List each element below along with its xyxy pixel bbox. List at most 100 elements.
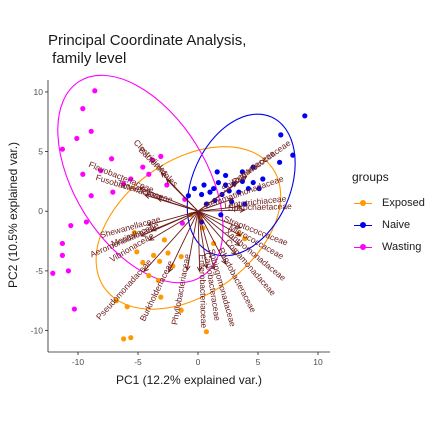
point-naive (302, 113, 308, 119)
loading-arrowhead (146, 221, 153, 227)
point-naive (201, 182, 207, 188)
y-tick-label: -10 (31, 326, 44, 336)
loading-arrow (197, 211, 226, 265)
point-wasting (80, 106, 86, 112)
point-wasting (88, 128, 94, 134)
loading-arrowhead (160, 171, 167, 178)
point-naive (215, 179, 221, 186)
point-exposed (151, 252, 157, 258)
loading-arrow (160, 172, 199, 212)
point-exposed (124, 304, 130, 310)
point-naive (207, 189, 213, 195)
loading-arrows-layer (138, 171, 248, 273)
point-wasting (83, 219, 89, 225)
y-tick-label: 5 (38, 147, 43, 157)
point-wasting (80, 171, 86, 177)
y-tick-label: -5 (35, 266, 43, 276)
loading-arrow (197, 209, 245, 212)
point-wasting (146, 171, 152, 177)
point-naive (236, 189, 242, 195)
legend-key-exposed (352, 197, 374, 209)
loading-arrowhead (203, 263, 209, 270)
legend-item-exposed: Exposed (352, 192, 425, 214)
points-layer (50, 88, 308, 342)
chart-title: Principal Coordinate Analysis, family le… (48, 32, 247, 67)
point-exposed (140, 259, 146, 266)
point-exposed (211, 240, 217, 247)
loading-arrowhead (241, 175, 248, 181)
legend-item-wasting: Wasting (352, 236, 425, 258)
loading-arrowhead (138, 186, 145, 192)
loading-arrowhead (235, 231, 242, 237)
point-wasting (128, 176, 134, 182)
point-wasting (182, 196, 188, 202)
loading-arrowhead (235, 223, 242, 229)
legend-label-naive: Naive (382, 219, 411, 231)
loading-arrow (197, 205, 242, 212)
x-tick-label: 10 (313, 357, 323, 367)
point-naive (260, 176, 266, 182)
loading-arrow (197, 211, 208, 269)
y-tick-label: 10 (34, 87, 44, 97)
loading-arrowhead (140, 231, 147, 237)
point-wasting (74, 135, 80, 142)
loading-arrowhead (228, 197, 235, 203)
loading-arrow (141, 210, 199, 237)
point-naive (218, 212, 224, 218)
point-naive (203, 201, 209, 207)
point-exposed (155, 277, 161, 284)
loading-arrow (186, 211, 199, 271)
point-wasting (109, 156, 115, 162)
loading-arrowhead (234, 240, 241, 247)
point-wasting (121, 181, 127, 187)
point-naive (256, 185, 262, 192)
point-naive (250, 164, 256, 170)
loading-arrow (197, 211, 215, 270)
point-naive (229, 199, 235, 205)
legend-item-naive: Naive (352, 214, 425, 236)
point-naive (223, 182, 229, 188)
point-exposed (203, 329, 209, 335)
point-wasting (110, 189, 116, 195)
point-wasting (59, 146, 65, 152)
point-exposed (157, 258, 163, 264)
loading-arrow (197, 198, 234, 212)
loading-arrowhead (148, 235, 155, 241)
ellipse-wasting (57, 74, 224, 284)
axes-layer: -10 -5 0 5 10 -10 -5 0 5 10 (31, 80, 330, 367)
point-naive (245, 185, 251, 192)
x-tick-label: -5 (134, 357, 142, 367)
legend-key-naive (352, 219, 374, 231)
loading-arrow (147, 210, 199, 226)
point-exposed (128, 335, 134, 341)
loading-arrowhead (168, 266, 174, 273)
point-exposed (161, 237, 167, 243)
loading-arrowhead (185, 265, 191, 272)
point-naive (290, 152, 296, 158)
point-exposed (131, 230, 137, 236)
legend-title: groups (352, 170, 389, 184)
point-naive (211, 185, 217, 192)
point-naive (214, 169, 220, 175)
point-exposed (178, 307, 184, 313)
point-naive (223, 172, 229, 179)
point-wasting (179, 220, 185, 226)
point-wasting (68, 222, 74, 229)
point-exposed (178, 253, 184, 260)
point-naive (185, 193, 191, 199)
loading-arrowhead (150, 226, 157, 232)
loading-arrow (139, 187, 199, 212)
point-naive (278, 132, 284, 138)
loading-arrowhead (165, 178, 172, 185)
y-tick-label: 0 (38, 206, 43, 216)
loading-labels-layer: BacteroidalesClostridialesFlavobacteriac… (87, 137, 292, 328)
loading-arrow (197, 210, 241, 237)
loading-arrowhead (231, 249, 237, 256)
point-exposed (158, 294, 164, 300)
point-wasting (88, 193, 94, 199)
x-tick-label: -10 (72, 357, 85, 367)
loading-arrow (168, 211, 199, 273)
loading-arrow (197, 210, 237, 256)
